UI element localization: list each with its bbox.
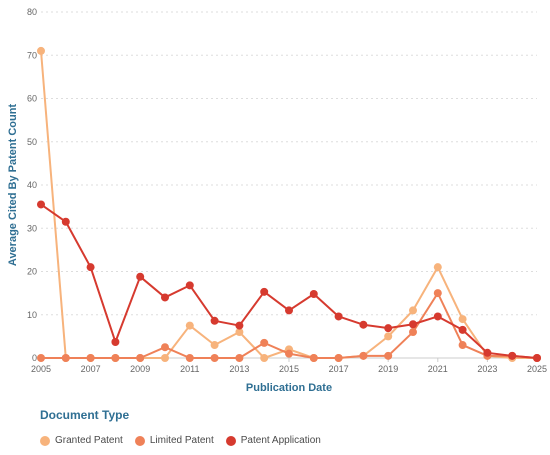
data-point-limited-patent[interactable] (285, 349, 293, 358)
series-limited-patent (37, 289, 541, 362)
data-point-granted-patent[interactable] (458, 315, 467, 324)
data-point-limited-patent[interactable] (458, 341, 467, 350)
x-tick-label: 2013 (229, 364, 249, 374)
y-tick-label: 30 (27, 223, 37, 233)
data-point-patent-application[interactable] (309, 289, 318, 298)
legend-item-patent-application[interactable]: Patent Application (225, 435, 321, 446)
series-line-patent-application (40, 203, 538, 359)
legend-label: Granted Patent (55, 435, 123, 446)
data-point-patent-application[interactable] (37, 200, 45, 209)
data-point-patent-application[interactable] (334, 312, 343, 321)
x-tick-label: 2025 (527, 364, 547, 374)
data-point-patent-application[interactable] (285, 306, 293, 315)
data-point-patent-application[interactable] (185, 281, 194, 290)
data-point-limited-patent[interactable] (235, 354, 244, 362)
data-point-granted-patent[interactable] (37, 46, 45, 55)
data-point-granted-patent[interactable] (161, 354, 169, 362)
legend-dot-icon (225, 435, 236, 446)
x-tick-label: 2005 (31, 364, 51, 374)
x-tick-label: 2023 (477, 364, 497, 374)
x-tick-label: 2009 (130, 364, 150, 374)
legend-label: Patent Application (240, 435, 321, 446)
legend-label: Limited Patent (149, 435, 214, 446)
data-point-limited-patent[interactable] (309, 354, 318, 362)
axes: 0 10 20 30 40 50 60 70 80 2005 2007 2009 2011 2013 201… (27, 7, 547, 374)
legend-dot-icon (134, 435, 145, 446)
data-point-limited-patent[interactable] (61, 354, 70, 362)
x-tick-label: 2019 (378, 364, 398, 374)
y-tick-label: 20 (27, 267, 37, 277)
data-point-limited-patent[interactable] (161, 343, 169, 352)
x-axis-title: Publication Date (246, 382, 332, 394)
data-point-granted-patent[interactable] (185, 321, 194, 330)
data-point-patent-application[interactable] (210, 316, 219, 325)
data-point-limited-patent[interactable] (384, 351, 393, 360)
data-point-patent-application[interactable] (61, 217, 70, 226)
y-tick-label: 70 (27, 50, 37, 60)
legend-item-granted-patent[interactable]: Granted Patent (40, 435, 123, 446)
data-point-granted-patent[interactable] (260, 354, 269, 362)
legend-item-limited-patent[interactable]: Limited Patent (134, 435, 214, 446)
data-point-patent-application[interactable] (111, 337, 120, 346)
data-point-limited-patent[interactable] (86, 354, 95, 362)
data-point-patent-application[interactable] (508, 351, 517, 360)
data-point-granted-patent[interactable] (384, 332, 393, 341)
data-point-limited-patent[interactable] (185, 354, 194, 362)
x-tick-label: 2015 (279, 364, 299, 374)
line-chart: 0 10 20 30 40 50 60 70 80 2005 2007 2009 2011 2013 201… (7, 7, 547, 394)
data-point-patent-application[interactable] (384, 324, 393, 333)
legend-items: Granted Patent Limited Patent Patent Appli… (40, 435, 333, 446)
grid-lines (41, 11, 537, 316)
x-tick-label: 2021 (428, 364, 448, 374)
legend-dot-icon (40, 435, 50, 446)
legend-title: Document Type (40, 408, 130, 422)
data-point-patent-application[interactable] (136, 272, 145, 281)
data-point-patent-application[interactable] (359, 320, 368, 329)
y-tick-label: 80 (27, 7, 37, 17)
data-point-limited-patent[interactable] (409, 328, 417, 337)
x-tick-label: 2017 (329, 364, 349, 374)
data-point-granted-patent[interactable] (235, 328, 244, 337)
y-tick-label: 10 (27, 310, 37, 320)
x-tick-label: 2011 (180, 364, 199, 374)
series-layer (37, 46, 541, 362)
data-point-limited-patent[interactable] (359, 351, 368, 360)
data-point-patent-application[interactable] (409, 320, 417, 329)
data-point-granted-patent[interactable] (210, 341, 219, 350)
data-point-patent-application[interactable] (260, 287, 269, 296)
y-tick-label: 0 (32, 353, 37, 363)
data-point-limited-patent[interactable] (111, 354, 120, 362)
data-point-patent-application[interactable] (235, 321, 244, 330)
data-point-limited-patent[interactable] (433, 289, 442, 298)
data-point-granted-patent[interactable] (409, 306, 417, 315)
x-tick-label: 2007 (81, 364, 101, 374)
y-axis-title: Average Cited By Patent Count (7, 104, 19, 267)
data-point-limited-patent[interactable] (210, 354, 219, 362)
data-point-limited-patent[interactable] (334, 354, 343, 362)
data-point-limited-patent[interactable] (136, 354, 145, 362)
data-point-patent-application[interactable] (161, 293, 169, 302)
y-tick-label: 50 (27, 137, 37, 147)
data-point-patent-application[interactable] (86, 263, 95, 272)
data-point-limited-patent[interactable] (260, 338, 269, 347)
y-tick-label: 40 (27, 180, 37, 190)
data-point-patent-application[interactable] (458, 325, 467, 334)
data-point-patent-application[interactable] (483, 348, 492, 357)
y-tick-label: 60 (27, 94, 37, 104)
data-point-patent-application[interactable] (533, 354, 541, 362)
data-point-patent-application[interactable] (433, 312, 442, 321)
data-point-granted-patent[interactable] (433, 263, 442, 272)
data-point-limited-patent[interactable] (37, 354, 45, 362)
legend: Document Type Granted Patent Limited Pate… (40, 408, 333, 446)
series-patent-application (37, 200, 541, 362)
